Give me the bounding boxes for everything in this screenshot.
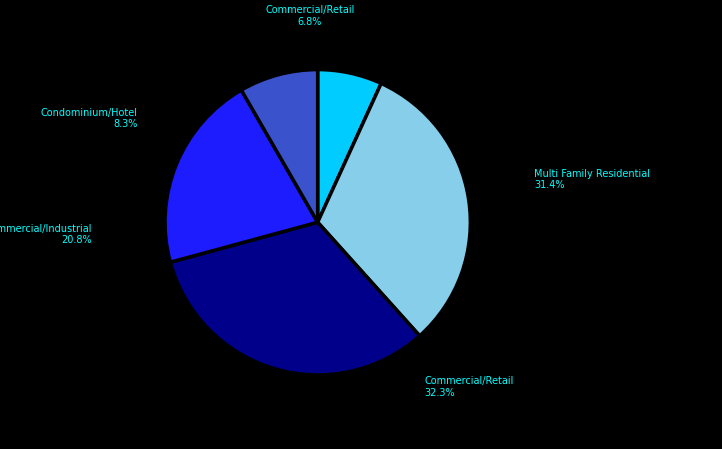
Text: Commercial/Retail
32.3%: Commercial/Retail 32.3% — [425, 376, 514, 398]
Text: Commercial/Industrial
20.8%: Commercial/Industrial 20.8% — [0, 224, 92, 245]
Text: Multi Family Residential
31.4%: Multi Family Residential 31.4% — [534, 169, 651, 190]
Wedge shape — [318, 70, 381, 222]
Wedge shape — [170, 222, 419, 375]
Wedge shape — [241, 70, 318, 222]
Wedge shape — [318, 84, 470, 336]
Text: Commercial/Retail
6.8%: Commercial/Retail 6.8% — [266, 5, 355, 27]
Text: Condominium/Hotel
8.3%: Condominium/Hotel 8.3% — [40, 108, 138, 129]
Wedge shape — [165, 90, 318, 262]
